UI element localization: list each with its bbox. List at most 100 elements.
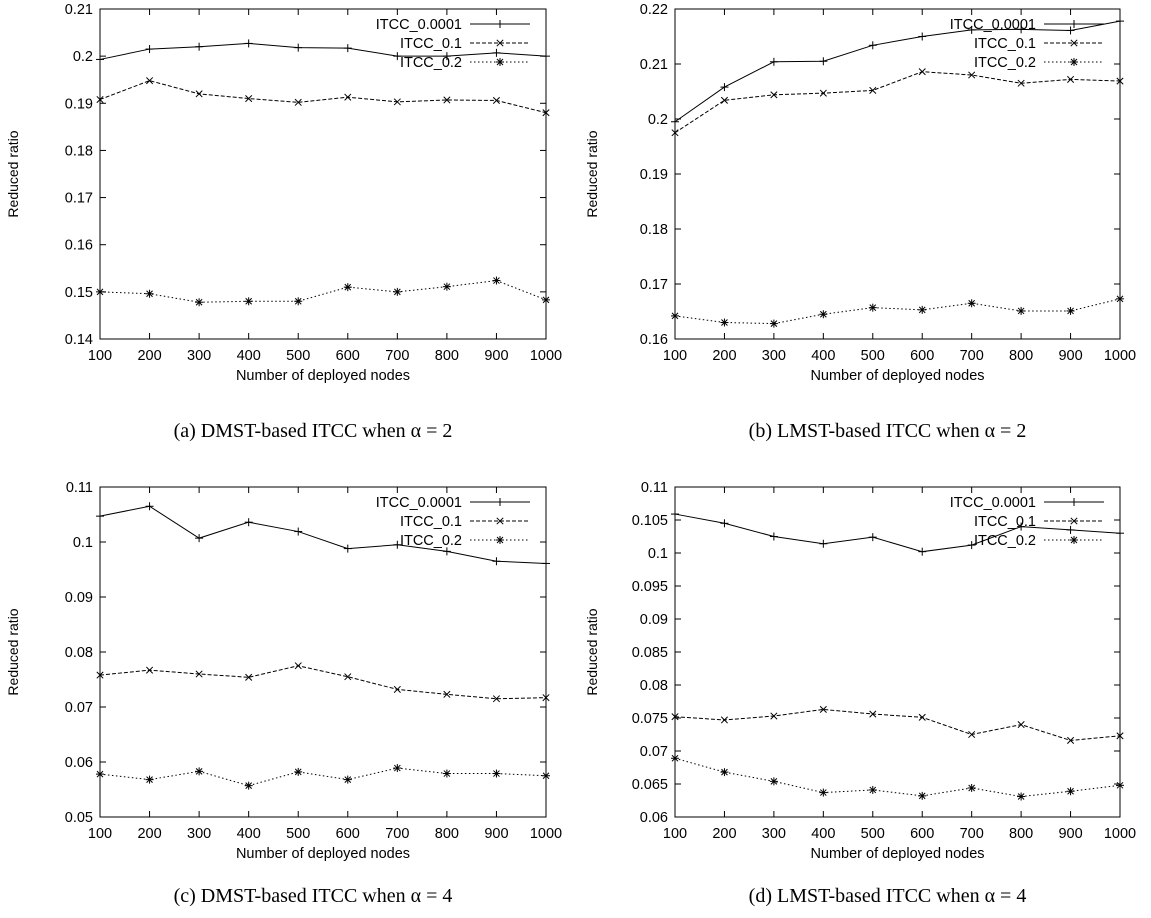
series-line-ITCC_0.1	[99, 665, 547, 700]
x-tick-label: 400	[237, 348, 261, 364]
data-point	[343, 544, 352, 553]
x-tick-label: 800	[1009, 348, 1033, 364]
data-point	[244, 518, 253, 527]
data-point	[542, 295, 550, 304]
data-point	[96, 770, 104, 779]
data-point	[967, 541, 976, 550]
data-point	[968, 71, 976, 79]
legend-label: ITCC_0.2	[400, 533, 462, 549]
data-point	[819, 310, 828, 319]
data-point	[868, 785, 877, 794]
data-point	[819, 539, 828, 548]
data-point	[769, 319, 778, 328]
data-point	[869, 86, 877, 94]
legend-marker	[496, 536, 504, 544]
legend-label: ITCC_0.2	[974, 55, 1036, 71]
data-point	[671, 510, 679, 519]
x-tick-label: 600	[910, 348, 934, 364]
x-tick-label: 700	[385, 348, 409, 364]
data-point	[1116, 732, 1124, 740]
data-point	[1066, 26, 1075, 35]
x-tick-label: 1000	[530, 826, 562, 842]
x-tick-label: 1000	[1104, 348, 1136, 364]
x-tick-label: 900	[484, 348, 508, 364]
series-line-ITCC_0.0001	[674, 513, 1121, 553]
x-tick-label: 200	[712, 826, 736, 842]
y-tick-label: 0.17	[640, 277, 668, 293]
data-point	[671, 713, 679, 721]
x-tick-label: 800	[435, 826, 459, 842]
data-point	[1066, 306, 1075, 315]
y-tick-label: 0.07	[65, 700, 93, 716]
x-tick-label: 700	[960, 826, 984, 842]
y-tick-label: 0.07	[640, 744, 668, 760]
series-line-ITCC_0.1	[674, 71, 1121, 134]
data-point	[720, 96, 728, 104]
x-tick-label: 500	[861, 826, 885, 842]
data-point	[145, 45, 154, 54]
y-tick-label: 0.09	[65, 590, 93, 606]
x-tick-label: 400	[237, 826, 261, 842]
data-point	[1017, 25, 1026, 34]
data-point	[671, 311, 679, 320]
data-point	[769, 532, 778, 541]
data-point	[542, 694, 550, 702]
data-point	[1066, 525, 1075, 534]
x-tick-label: 600	[910, 826, 934, 842]
data-point	[146, 666, 154, 674]
legend-label: ITCC_0.1	[974, 514, 1036, 530]
y-tick-label: 0.21	[640, 57, 668, 73]
data-point	[1116, 294, 1124, 303]
y-tick-label: 0.09	[640, 612, 668, 628]
legend-marker	[496, 58, 504, 66]
series-line-ITCC_0.2	[99, 280, 547, 303]
x-tick-label: 700	[385, 826, 409, 842]
chart-panel-b: 100 200 300 400 500 600 700 800 900 1000 0.16 0.17 0…	[584, 2, 1136, 442]
data-point	[1066, 787, 1075, 796]
legend-marker	[1070, 536, 1078, 544]
data-point	[195, 767, 204, 776]
y-tick-label: 0.19	[640, 167, 668, 183]
x-tick-label: 800	[435, 348, 459, 364]
data-point	[294, 43, 303, 52]
data-point	[294, 297, 303, 306]
plot-frame	[99, 8, 547, 340]
data-point	[869, 710, 877, 718]
y-tick-label: 0.2	[73, 49, 93, 65]
data-point	[96, 55, 104, 64]
data-point	[1116, 781, 1124, 790]
data-point	[918, 547, 927, 556]
data-point	[492, 695, 500, 703]
x-tick-label: 400	[811, 826, 835, 842]
data-point	[492, 276, 501, 285]
series-line-ITCC_0.0001	[99, 505, 547, 564]
figure-caption: (b) LMST-based ITCC when α = 2	[749, 420, 1027, 442]
data-point	[918, 68, 926, 76]
data-point	[769, 57, 778, 66]
legend-label: ITCC_0.2	[974, 533, 1036, 549]
legend-label: ITCC_0.2	[400, 55, 462, 71]
data-point	[343, 283, 352, 292]
y-tick-label: 0.08	[640, 678, 668, 694]
y-axis-label: Reduced ratio	[5, 130, 21, 217]
data-point	[918, 32, 927, 41]
legend-marker	[496, 39, 504, 47]
data-point	[96, 671, 104, 679]
data-point	[671, 117, 679, 126]
y-tick-label: 0.1	[648, 546, 668, 562]
data-point	[442, 769, 451, 778]
data-point	[195, 42, 204, 51]
data-point	[294, 527, 303, 536]
chart-panel-c: 100 200 300 400 500 600 700 800 900 1000 0.05 0.06 0…	[5, 480, 562, 907]
data-point	[343, 44, 352, 53]
data-point	[819, 89, 827, 97]
data-point	[492, 769, 501, 778]
x-tick-label: 600	[336, 348, 360, 364]
data-point	[343, 775, 352, 784]
data-point	[542, 109, 550, 117]
data-point	[344, 93, 352, 101]
data-point	[1017, 792, 1026, 801]
y-axis-label: Reduced ratio	[584, 608, 600, 695]
x-tick-label: 200	[137, 348, 161, 364]
